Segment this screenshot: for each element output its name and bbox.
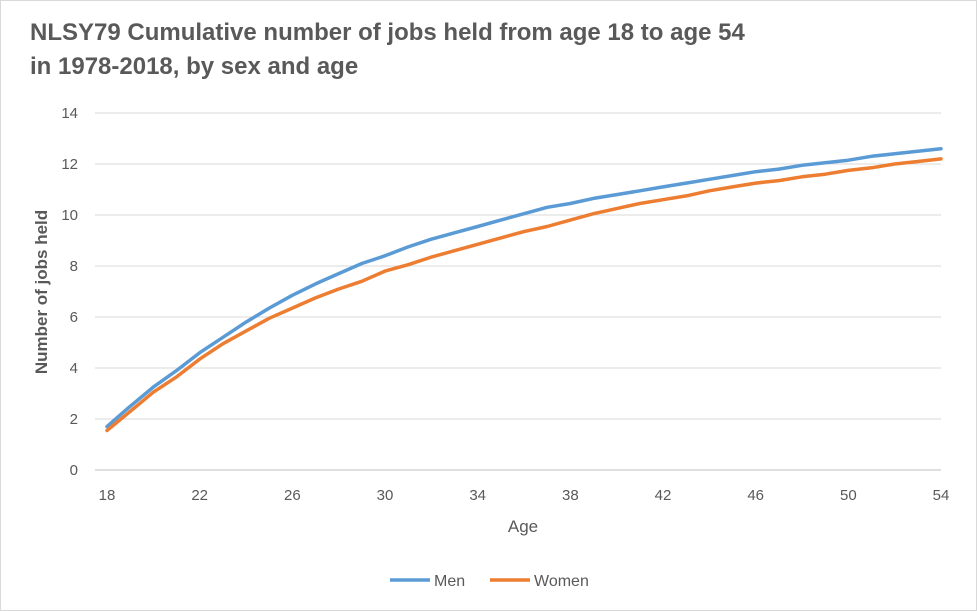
gridlines bbox=[95, 112, 941, 471]
x-tick-label: 46 bbox=[747, 487, 764, 504]
series-line-men bbox=[105, 146, 943, 429]
chart-title-line-2: in 1978-2018, by sex and age bbox=[30, 53, 359, 80]
y-tick-label: 0 bbox=[70, 462, 78, 479]
legend-label-men: Men bbox=[434, 573, 465, 590]
chart-title: NLSY79 Cumulative number of jobs held fr… bbox=[30, 16, 745, 84]
y-tick-label: 8 bbox=[70, 258, 78, 275]
series-lines bbox=[105, 146, 943, 433]
x-tick-label: 18 bbox=[99, 487, 116, 504]
y-axis-ticks: 0 2 4 6 8 10 12 14 bbox=[61, 105, 78, 479]
x-tick-label: 26 bbox=[284, 487, 301, 504]
x-axis-ticks: 18 22 26 30 34 38 42 46 50 54 bbox=[99, 487, 950, 504]
y-tick-label: 14 bbox=[61, 105, 78, 122]
x-tick-label: 34 bbox=[469, 487, 486, 504]
chart-title-line-1: NLSY79 Cumulative number of jobs held fr… bbox=[30, 19, 745, 46]
y-tick-label: 10 bbox=[61, 207, 78, 224]
y-tick-label: 2 bbox=[70, 411, 78, 428]
x-tick-label: 38 bbox=[562, 487, 579, 504]
x-tick-label: 22 bbox=[191, 487, 208, 504]
y-tick-label: 4 bbox=[70, 360, 78, 377]
y-tick-label: 6 bbox=[70, 309, 78, 326]
x-tick-label: 54 bbox=[933, 487, 950, 504]
y-axis-label: Number of jobs held bbox=[32, 210, 51, 374]
y-tick-label: 12 bbox=[61, 156, 78, 173]
x-axis-label: Age bbox=[508, 517, 538, 536]
series-line-women bbox=[105, 157, 943, 433]
x-tick-label: 30 bbox=[377, 487, 394, 504]
x-tick-label: 50 bbox=[840, 487, 857, 504]
x-tick-label: 42 bbox=[655, 487, 672, 504]
legend: Men Women bbox=[390, 573, 589, 590]
legend-label-women: Women bbox=[534, 573, 589, 590]
